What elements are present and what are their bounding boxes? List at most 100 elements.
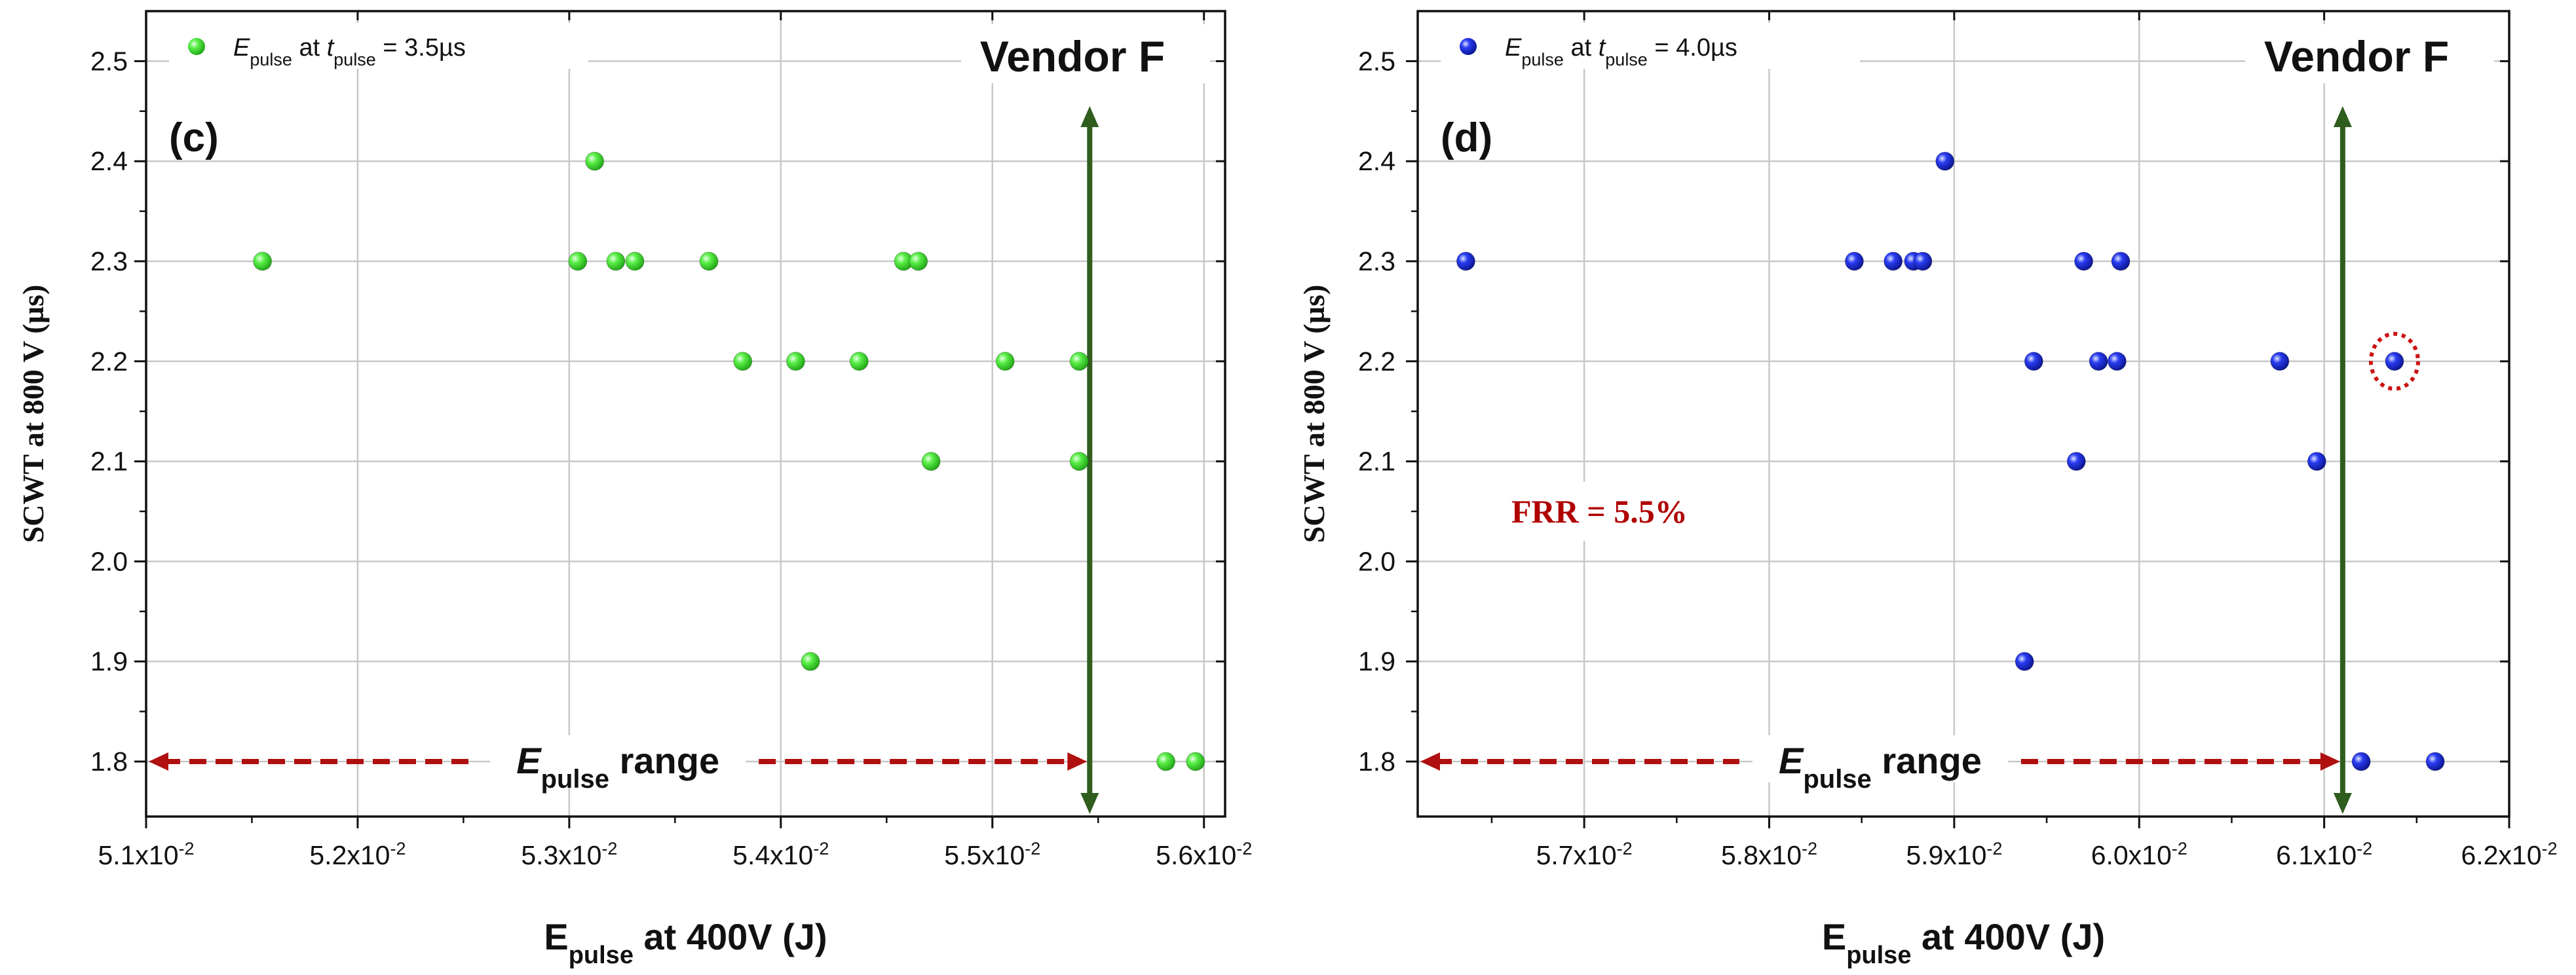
data-point [1069, 452, 1089, 471]
data-point [625, 251, 645, 271]
y-tick-label: 2.1 [1358, 447, 1395, 477]
legend-box [169, 23, 588, 69]
x-tick-label: 6.0x10-2 [2091, 839, 2188, 870]
data-point [2074, 251, 2094, 271]
x-tick-label: 5.3x10-2 [521, 839, 617, 870]
y-tick-label: 2.3 [90, 246, 128, 276]
range-arrowhead-right [1067, 752, 1088, 771]
data-point [2351, 752, 2371, 771]
y-axis-title: SCWT at 800 V (µs) [16, 285, 50, 543]
data-point [909, 251, 928, 271]
data-point [606, 251, 626, 271]
data-point [1456, 251, 1475, 271]
data-point [1069, 352, 1089, 371]
range-label: Epulse range [516, 740, 719, 794]
panel-label: (d) [1441, 115, 1492, 160]
data-point [1884, 251, 1903, 271]
axes-frame [145, 10, 1226, 818]
data-point [1913, 251, 1933, 271]
range-arrowhead-left [149, 752, 168, 771]
data-point [2385, 352, 2404, 371]
data-point [1844, 251, 1864, 271]
data-point [995, 352, 1015, 371]
range-label: Epulse range [1779, 740, 1982, 794]
data-point [2107, 352, 2127, 371]
plot-area [146, 11, 1225, 817]
data-point [2270, 352, 2290, 371]
plot-area [1418, 11, 2509, 817]
range-arrowhead-right [2320, 752, 2340, 771]
threshold-arrowhead-top [1080, 106, 1099, 128]
outlier-highlight-circle [2368, 331, 2420, 391]
data-point [2089, 352, 2108, 371]
range-label-bg [1752, 735, 2008, 782]
y-tick-label: 1.9 [1358, 646, 1395, 676]
chart-panel-c: 5.1x10-2 5.2x10-2 5.3x10-2 5.4x10-2 5.5x10-2… [16, 10, 1252, 969]
threshold-arrowhead-top [2333, 106, 2352, 128]
data-point [1935, 151, 1955, 171]
data-point [253, 251, 273, 271]
range-arrowhead-left [1420, 752, 1440, 771]
y-tick-label: 2.2 [90, 346, 128, 377]
x-tick-label: 5.6x10-2 [1156, 839, 1252, 870]
axes-frame [1416, 10, 2510, 818]
x-tick-label: 6.2x10-2 [2461, 839, 2557, 870]
data-point [2024, 352, 2043, 371]
frr-label: FRR = 5.5% [1511, 493, 1688, 530]
x-tick-label: 6.1x10-2 [2276, 839, 2372, 870]
y-tick-label: 1.9 [90, 646, 128, 676]
data-point [2425, 752, 2445, 771]
vendor-label-bg [961, 24, 1210, 83]
y-tick-label: 1.8 [90, 746, 128, 777]
x-tick-label: 5.5x10-2 [944, 839, 1040, 870]
data-point [733, 352, 753, 371]
x-tick-label: 5.4x10-2 [732, 839, 829, 870]
y-tick-label: 2.0 [1358, 546, 1395, 576]
y-tick-label: 1.8 [1358, 746, 1395, 777]
data-point [1186, 752, 1205, 771]
data-point [2015, 652, 2034, 671]
vendor-label-bg [2245, 24, 2494, 83]
x-tick-label: 5.8x10-2 [1721, 839, 1817, 870]
threshold-arrowhead-bottom [2333, 793, 2352, 814]
data-point [568, 251, 588, 271]
data-point [786, 352, 805, 371]
threshold-arrowhead-bottom [1080, 793, 1099, 814]
range-label-bg [490, 735, 746, 782]
data-point [2307, 452, 2326, 471]
x-tick-label: 5.1x10-2 [98, 839, 194, 870]
y-tick-label: 2.1 [90, 447, 128, 477]
y-tick-label: 2.5 [90, 46, 128, 76]
y-tick-label: 2.4 [1358, 146, 1395, 176]
legend-marker [188, 38, 205, 55]
x-axis-title: Epulse at 400V (J) [544, 916, 827, 969]
legend-label: Epulse at tpulse = 3.5µs [233, 34, 466, 69]
x-tick-label: 5.7x10-2 [1536, 839, 1633, 870]
data-point [849, 352, 869, 371]
frr-label-bg [1464, 481, 1726, 541]
y-tick-label: 2.5 [1358, 46, 1395, 76]
data-point [801, 652, 820, 671]
y-tick-label: 2.2 [1358, 346, 1395, 377]
legend-box [1441, 23, 1860, 69]
x-tick-label: 5.2x10-2 [309, 839, 406, 870]
data-point [1156, 752, 1176, 771]
vendor-label: Vendor F [980, 32, 1165, 81]
y-tick-label: 2.0 [90, 546, 128, 576]
data-point [2066, 452, 2086, 471]
legend-marker [1460, 38, 1477, 55]
data-point [585, 151, 605, 171]
data-point [921, 452, 941, 471]
chart-panel-d: 5.7x10-2 5.8x10-2 5.9x10-2 6.0x10-2 6.1x10-2… [1297, 10, 2558, 969]
vendor-label: Vendor F [2264, 32, 2449, 81]
x-tick-label: 5.9x10-2 [1906, 839, 2002, 870]
y-axis-title: SCWT at 800 V (µs) [1297, 285, 1331, 543]
legend-label: Epulse at tpulse = 4.0µs [1505, 34, 1737, 69]
data-point [2111, 251, 2131, 271]
x-axis-title: Epulse at 400V (J) [1822, 916, 2105, 969]
y-tick-label: 2.4 [90, 146, 128, 176]
data-point [699, 251, 719, 271]
y-tick-label: 2.3 [1358, 246, 1395, 276]
panel-label: (c) [169, 115, 219, 160]
